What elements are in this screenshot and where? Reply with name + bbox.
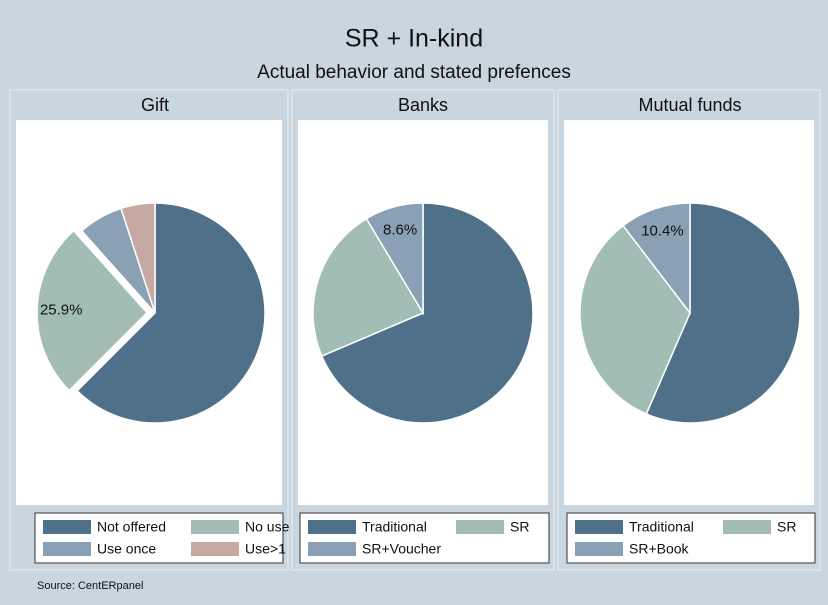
panel-title: Gift	[141, 95, 169, 115]
legend-swatch	[456, 520, 504, 534]
legend-label: SR	[777, 519, 796, 535]
legend-label: SR+Book	[629, 541, 690, 557]
panel-title: Banks	[398, 95, 448, 115]
chart-subtitle: Actual behavior and stated prefences	[257, 62, 571, 83]
pie-slice	[320, 202, 534, 424]
legend-swatch	[43, 520, 91, 534]
pie-slice	[645, 202, 801, 424]
panel-frame	[557, 89, 821, 571]
source-note: Source: CentERpanel	[37, 580, 143, 592]
legend-label: Traditional	[629, 519, 694, 535]
legend-swatch	[191, 520, 239, 534]
slice-label: 8.6%	[383, 221, 417, 238]
slice-label: 25.9%	[40, 301, 83, 318]
pie-slice	[76, 202, 266, 424]
panel-title: Mutual funds	[638, 95, 741, 115]
pie-slice	[312, 217, 425, 358]
slice-label: 10.4%	[641, 223, 684, 240]
legend-label: Traditional	[362, 519, 427, 535]
legend-swatch	[575, 542, 623, 556]
chart-title: SR + In-kind	[345, 25, 483, 53]
legend-swatch	[43, 542, 91, 556]
pie-slice	[579, 224, 691, 415]
pie-slice	[120, 202, 156, 314]
pie-slice	[622, 202, 691, 316]
legend-label: SR+Voucher	[362, 541, 441, 557]
pie-slice	[36, 229, 149, 392]
legend-label: Use>1	[245, 541, 286, 557]
legend-swatch	[308, 542, 356, 556]
legend-label: No use	[245, 519, 290, 535]
legend-swatch	[723, 520, 771, 534]
pie-slice	[365, 202, 424, 316]
legend-swatch	[308, 520, 356, 534]
legend-swatch	[191, 542, 239, 556]
legend-swatch	[575, 520, 623, 534]
legend-label: Use once	[97, 541, 156, 557]
legend-label: SR	[510, 519, 529, 535]
panel-frame	[291, 89, 555, 571]
legend-label: Not offered	[97, 519, 166, 535]
panel-frame	[9, 89, 289, 571]
